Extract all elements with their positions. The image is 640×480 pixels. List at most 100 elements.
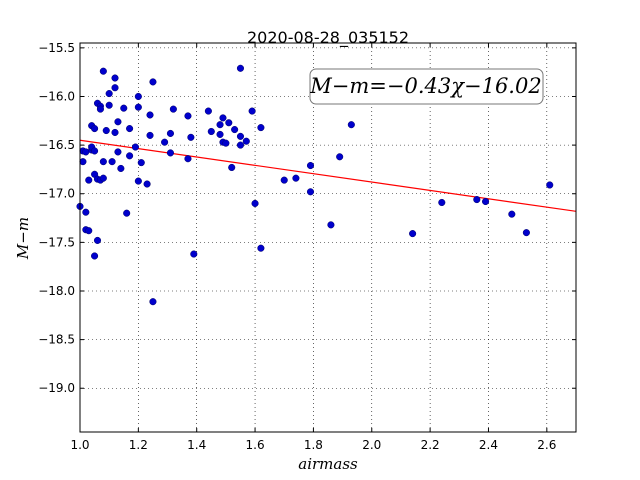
data-point	[257, 244, 265, 252]
data-point	[207, 127, 215, 136]
fit-line-group	[79, 139, 577, 212]
data-point	[79, 158, 87, 166]
y-tick-label: −19.0	[38, 381, 75, 395]
data-point	[111, 74, 119, 82]
data-point	[190, 250, 198, 258]
data-point	[111, 84, 119, 92]
data-point	[134, 103, 142, 111]
data-point	[438, 198, 446, 207]
data-point	[546, 181, 554, 189]
data-point	[123, 209, 131, 217]
data-point	[85, 176, 93, 184]
data-point	[184, 155, 192, 163]
x-tick-label: 1.2	[129, 438, 148, 452]
data-point	[82, 208, 90, 216]
data-point	[482, 197, 490, 206]
data-point	[347, 121, 355, 129]
x-tick-label: 2.2	[421, 438, 440, 452]
plot-frame	[79, 42, 577, 433]
data-point	[187, 133, 195, 141]
fit-annotation: M−m=−0.43χ−16.02	[309, 68, 544, 105]
data-point	[108, 158, 116, 166]
data-point	[473, 196, 481, 204]
data-point	[306, 161, 315, 170]
chart-title: 2020-08-28_035152	[247, 28, 409, 48]
data-point	[166, 129, 174, 137]
data-point	[225, 119, 233, 127]
x-tick-label: 2.6	[537, 438, 556, 452]
data-point	[149, 298, 157, 306]
x-tick-label: 2.0	[362, 438, 381, 452]
x-tick-label: 1.4	[187, 438, 206, 452]
annotation-box	[309, 68, 544, 105]
data-point	[327, 221, 335, 229]
data-point	[105, 90, 113, 98]
data-point	[117, 164, 125, 173]
data-point	[248, 107, 256, 115]
data-point	[114, 118, 122, 126]
data-point	[99, 158, 107, 166]
fit-line	[79, 139, 577, 212]
data-point	[184, 112, 192, 120]
data-point	[251, 199, 259, 208]
x-axis: 1.0 1.2 1.4 1.6 1.8 2.0 2.2 2.4 2.6	[70, 43, 556, 452]
data-point	[91, 147, 99, 155]
y-tick-label: −16.0	[38, 89, 75, 103]
data-point	[161, 138, 169, 146]
data-point	[143, 180, 151, 188]
data-point	[522, 229, 530, 237]
x-tick-label: 1.6	[246, 438, 265, 452]
y-tick-label: −18.0	[38, 284, 75, 298]
data-point	[306, 188, 315, 196]
data-point	[146, 131, 154, 139]
y-tick-label: −17.5	[38, 235, 75, 249]
data-point	[216, 121, 224, 129]
data-point	[137, 159, 145, 167]
data-point	[85, 227, 93, 235]
data-point	[166, 149, 174, 157]
data-point	[102, 126, 110, 135]
x-tick-label: 1.0	[70, 438, 89, 452]
data-point	[105, 101, 113, 109]
data-point	[222, 139, 230, 147]
data-point	[236, 64, 245, 72]
data-point	[292, 174, 300, 182]
data-point	[280, 176, 288, 184]
x-tick-label: 1.8	[304, 438, 323, 452]
data-point	[257, 124, 265, 132]
data-point	[236, 132, 245, 140]
data-point	[91, 252, 99, 260]
data-point	[231, 126, 239, 134]
data-point	[96, 105, 104, 113]
data-point	[242, 137, 250, 145]
data-point	[149, 78, 157, 86]
data-point	[134, 92, 142, 101]
data-point	[111, 128, 119, 137]
data-point	[236, 141, 245, 149]
data-point	[204, 107, 212, 115]
data-point	[99, 174, 107, 182]
y-axis-label: M−m	[14, 217, 32, 260]
data-point	[216, 130, 224, 138]
data-point	[508, 210, 516, 218]
y-axis: −15.5 −16.0 −16.5 −17.0 −17.5 −18.0 −18.5 −19.0	[38, 41, 576, 395]
data-point	[169, 105, 177, 113]
data-point	[93, 236, 102, 244]
data-point	[114, 148, 122, 156]
data-point	[91, 125, 99, 133]
x-axis-label: airmass	[298, 455, 358, 473]
y-tick-label: −16.5	[38, 138, 75, 152]
data-point	[409, 230, 417, 238]
data-point	[126, 125, 134, 133]
data-points	[76, 64, 554, 306]
data-point	[336, 153, 344, 161]
data-point	[126, 152, 134, 160]
data-point	[99, 67, 107, 75]
data-point	[228, 163, 236, 172]
x-tick-label: 2.4	[479, 438, 498, 452]
data-point	[146, 111, 154, 119]
annotation-text: M−m=−0.43χ−16.02	[309, 74, 541, 98]
data-point	[134, 177, 142, 185]
data-point	[131, 143, 139, 151]
